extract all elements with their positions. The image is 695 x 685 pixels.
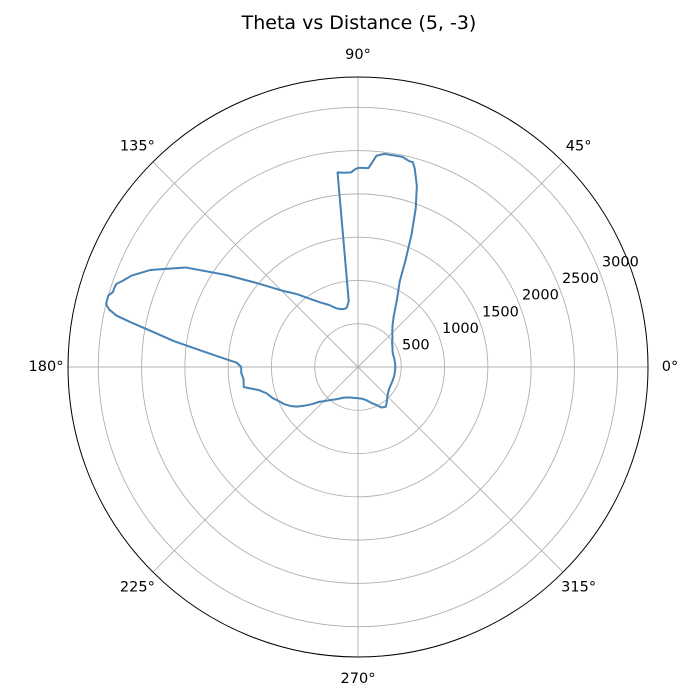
series-line-0 [105,152,418,409]
radial-tick-label-1500: 1500 [482,304,519,320]
series-layer [105,152,418,409]
radial-tick-label-2000: 2000 [522,288,559,304]
angular-tick-labels: 0° 45° 90° 135° 180° 225° 270° 315° [29,47,679,685]
angle-tick-label-0: 0° [662,359,678,375]
chart-title: Theta vs Distance (5, -3) [241,12,477,34]
angle-tick-label-135: 135° [120,138,155,154]
polar-outer-ring [67,76,649,658]
angular-gridline-315 [357,366,564,573]
angle-tick-label-90: 90° [345,47,371,63]
radial-tick-label-500: 500 [402,337,430,353]
polar-grid [68,77,648,657]
radial-tick-label-1000: 1000 [442,321,479,337]
angle-tick-label-315: 315° [561,580,596,596]
radial-tick-label-3000: 3000 [602,255,639,271]
angular-gridline-135 [152,161,359,368]
radial-tick-label-2500: 2500 [562,271,599,287]
angle-tick-label-180: 180° [29,359,64,375]
angle-tick-label-45: 45° [566,138,592,154]
angle-tick-label-270: 270° [341,671,376,685]
angular-gridline-225 [152,366,359,573]
angle-tick-label-225: 225° [120,580,155,596]
